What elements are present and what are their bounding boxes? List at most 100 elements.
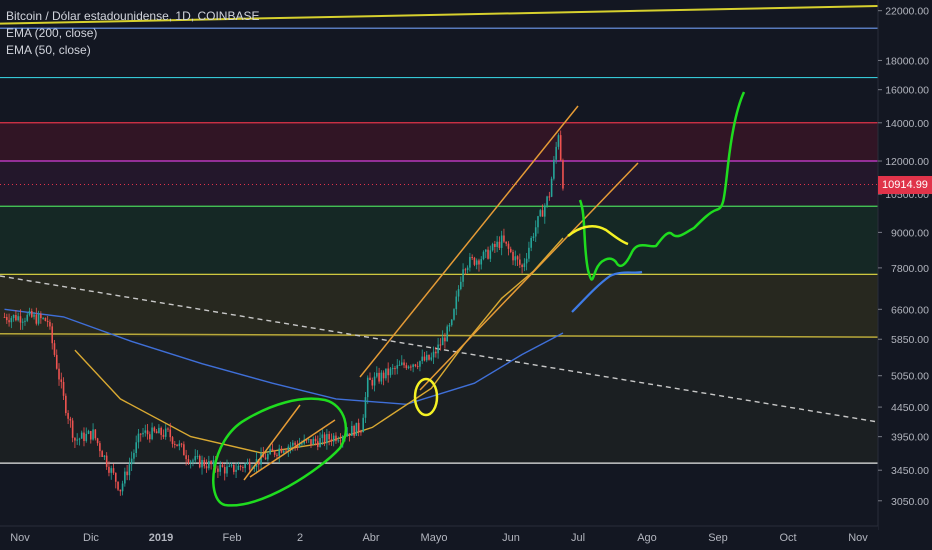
- ema50-label: EMA (50, close): [6, 43, 91, 57]
- candle: [60, 372, 63, 389]
- candle: [512, 249, 514, 266]
- candle: [194, 449, 197, 464]
- candle: [539, 208, 542, 218]
- candle: [505, 241, 508, 247]
- candle: [369, 372, 371, 381]
- hand-circle-yellow: [413, 377, 439, 417]
- candle: [385, 368, 387, 381]
- candle: [139, 433, 142, 442]
- candle: [534, 220, 537, 243]
- candle: [460, 276, 462, 291]
- candle: [69, 416, 72, 428]
- candle: [348, 433, 351, 442]
- candle: [446, 324, 448, 342]
- candle: [453, 308, 455, 321]
- candle: [110, 465, 113, 480]
- candle: [416, 361, 419, 370]
- candle: [142, 428, 144, 438]
- price-tick-3: 14000.00: [885, 118, 929, 130]
- candle: [337, 436, 340, 443]
- time-tick-8: Jul: [571, 532, 585, 544]
- candle: [278, 444, 281, 463]
- candle: [153, 426, 156, 433]
- candle: [144, 424, 147, 437]
- time-tick-4: 2: [297, 532, 303, 544]
- price-tick-1: 18000.00: [885, 55, 929, 67]
- candle: [264, 452, 267, 460]
- candle: [430, 352, 433, 362]
- candle: [198, 454, 201, 469]
- candle: [6, 313, 8, 324]
- candle: [494, 240, 496, 253]
- projection-path-green: [578, 91, 746, 281]
- candle: [373, 372, 376, 392]
- candle: [180, 442, 183, 448]
- candle: [514, 250, 517, 266]
- candle: [30, 308, 33, 318]
- channel-lower: [419, 162, 639, 391]
- candle: [553, 156, 555, 181]
- candle: [101, 449, 103, 458]
- candle: [228, 462, 231, 468]
- candle: [475, 258, 478, 270]
- price-tick-7: 7800.00: [891, 263, 929, 275]
- candle: [394, 365, 396, 375]
- candle: [366, 375, 369, 404]
- candle: [160, 426, 162, 440]
- candle: [462, 263, 464, 287]
- price-zone-band-0: [0, 122, 878, 162]
- candle: [357, 418, 360, 437]
- candle: [407, 365, 410, 370]
- price-tick-14: 3050.00: [891, 496, 929, 508]
- candle: [307, 438, 310, 443]
- candle: [83, 427, 85, 447]
- price-zone-band-4: [0, 337, 878, 464]
- candle: [387, 362, 389, 383]
- candle: [230, 462, 233, 468]
- candle: [410, 364, 412, 371]
- candle: [498, 236, 501, 250]
- projection-path-yellow: [567, 225, 629, 246]
- candle: [267, 451, 269, 462]
- ema200-label: EMA (200, close): [6, 26, 98, 40]
- candle: [96, 437, 99, 446]
- candle: [217, 465, 219, 479]
- price-axis[interactable]: 22000.00 18000.00 16000.00 14000.00 12000.00…: [877, 0, 932, 550]
- candle: [489, 245, 492, 263]
- candle: [12, 314, 15, 322]
- candle: [221, 461, 224, 468]
- candle: [105, 452, 108, 470]
- candle: [55, 349, 58, 370]
- candle: [119, 489, 122, 496]
- candle: [444, 332, 446, 349]
- candle: [67, 410, 69, 424]
- candle: [35, 307, 38, 326]
- top-trendline: [0, 5, 879, 25]
- hand-circle-green: [212, 397, 348, 507]
- candle: [312, 436, 315, 445]
- candle: [548, 191, 551, 201]
- time-tick-0: Nov: [10, 532, 30, 544]
- candle: [332, 433, 335, 447]
- candle: [437, 337, 439, 359]
- candle: [544, 203, 546, 224]
- candle: [201, 455, 203, 475]
- candle: [314, 435, 317, 446]
- candle: [178, 440, 181, 451]
- candle: [414, 363, 417, 368]
- candle: [509, 246, 512, 254]
- candle: [516, 255, 519, 266]
- candle: [49, 319, 51, 330]
- candle: [121, 480, 124, 496]
- candle: [3, 312, 6, 318]
- candle: [183, 441, 185, 456]
- candle: [203, 457, 206, 469]
- candle: [196, 450, 199, 460]
- candle: [42, 316, 44, 320]
- time-axis[interactable]: Nov Dic 2019 Feb 2 Abr Mayo Jun Jul Ago Sep Oct Nov: [0, 525, 878, 550]
- candle: [28, 307, 31, 317]
- candle: [455, 290, 458, 316]
- candle: [94, 429, 97, 441]
- candle: [371, 377, 374, 390]
